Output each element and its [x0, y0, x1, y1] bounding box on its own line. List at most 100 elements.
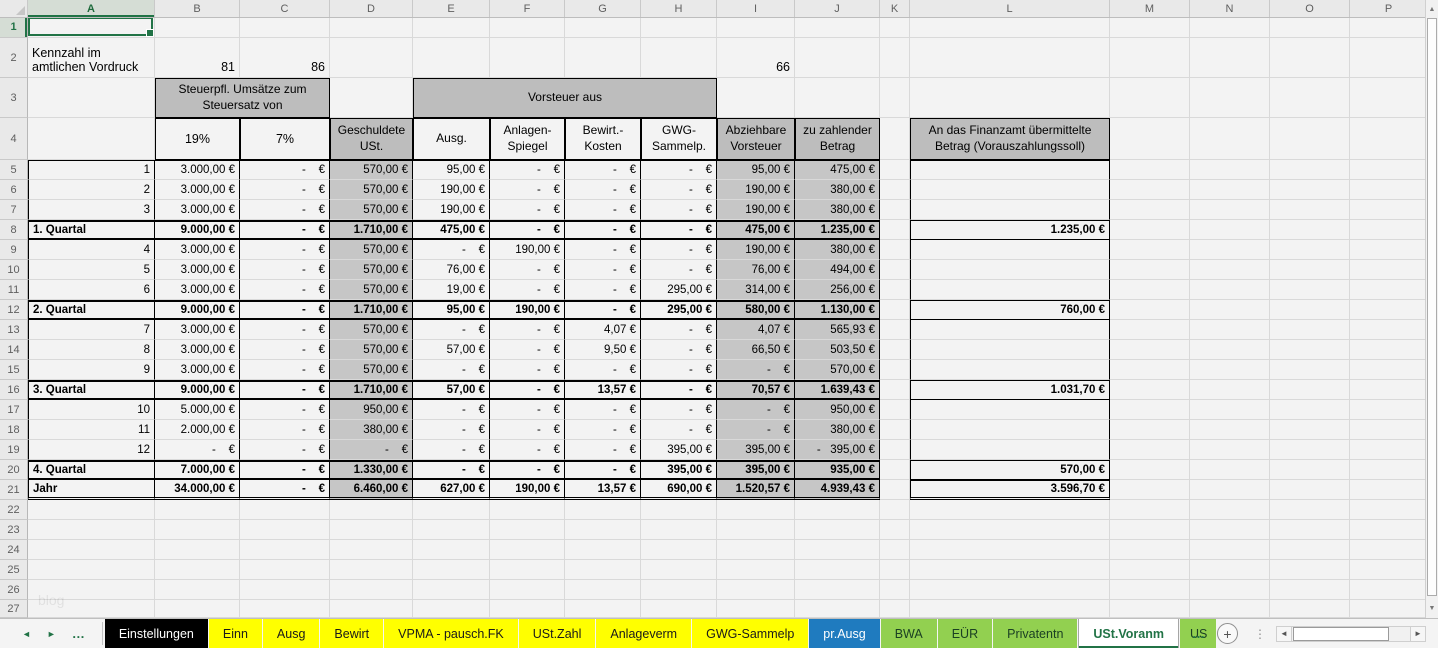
cell-C25[interactable]: [240, 560, 330, 580]
cell-P25[interactable]: [1350, 560, 1428, 580]
finanzamt-value-8[interactable]: 1.235,00 €: [910, 220, 1110, 240]
cell-O6[interactable]: [1270, 180, 1350, 200]
cell-L1[interactable]: [910, 17, 1110, 38]
cell-L10[interactable]: [910, 260, 1110, 280]
cell-D2[interactable]: [330, 38, 413, 78]
cell-L27[interactable]: [910, 600, 1110, 618]
cell-J7[interactable]: 380,00 €: [795, 200, 880, 220]
cell-K22[interactable]: [880, 500, 910, 520]
cell-B18[interactable]: 2.000,00 €: [155, 420, 240, 440]
scroll-up-icon[interactable]: ▲: [1428, 5, 1436, 13]
cell-F5[interactable]: - €: [490, 160, 565, 180]
cell-K2[interactable]: [880, 38, 910, 78]
cell-N18[interactable]: [1190, 420, 1270, 440]
cell-D8[interactable]: 1.710,00 €: [330, 220, 413, 240]
cell-H15[interactable]: - €: [641, 360, 717, 380]
cell-I18[interactable]: - €: [717, 420, 795, 440]
row-header-21[interactable]: 21: [0, 480, 28, 500]
cell-I11[interactable]: 314,00 €: [717, 280, 795, 300]
cell-D27[interactable]: [330, 600, 413, 618]
add-sheet-button[interactable]: +: [1217, 623, 1238, 644]
cell-G18[interactable]: - €: [565, 420, 641, 440]
cell-E16[interactable]: 57,00 €: [413, 380, 490, 400]
cell-P26[interactable]: [1350, 580, 1428, 600]
cell-L5[interactable]: [910, 160, 1110, 180]
cell-O3[interactable]: [1270, 78, 1350, 118]
cell-P27[interactable]: [1350, 600, 1428, 618]
cell-B6[interactable]: 3.000,00 €: [155, 180, 240, 200]
cell-J5[interactable]: 475,00 €: [795, 160, 880, 180]
sheet-tab-gwg-sammelp[interactable]: GWG-Sammelp: [692, 619, 809, 648]
cell-D17[interactable]: 950,00 €: [330, 400, 413, 420]
column-header-E[interactable]: E: [413, 0, 490, 17]
cell-P13[interactable]: [1350, 320, 1428, 340]
row-header-26[interactable]: 26: [0, 580, 28, 600]
row-header-15[interactable]: 15: [0, 360, 28, 380]
cell-G14[interactable]: 9,50 €: [565, 340, 641, 360]
column-header-G[interactable]: G: [565, 0, 641, 17]
cell-E14[interactable]: 57,00 €: [413, 340, 490, 360]
cell-H5[interactable]: - €: [641, 160, 717, 180]
cell-B23[interactable]: [155, 520, 240, 540]
cell-G19[interactable]: - €: [565, 440, 641, 460]
cell-C20[interactable]: - €: [240, 460, 330, 480]
cell-H12[interactable]: 295,00 €: [641, 300, 717, 320]
row-label-16[interactable]: 3. Quartal: [28, 380, 155, 400]
cell-M16[interactable]: [1110, 380, 1190, 400]
cell-M12[interactable]: [1110, 300, 1190, 320]
cell-K12[interactable]: [880, 300, 910, 320]
cell-E8[interactable]: 475,00 €: [413, 220, 490, 240]
cell-H8[interactable]: - €: [641, 220, 717, 240]
horizontal-scroll-thumb[interactable]: [1293, 626, 1389, 641]
scroll-right-icon[interactable]: ►: [1410, 625, 1426, 642]
cell-O11[interactable]: [1270, 280, 1350, 300]
cell-J17[interactable]: 950,00 €: [795, 400, 880, 420]
row-label-19[interactable]: 12: [28, 440, 155, 460]
row-header-14[interactable]: 14: [0, 340, 28, 360]
cell-O13[interactable]: [1270, 320, 1350, 340]
cell-I19[interactable]: 395,00 €: [717, 440, 795, 460]
cell-C9[interactable]: - €: [240, 240, 330, 260]
cell-J10[interactable]: 494,00 €: [795, 260, 880, 280]
cell-E26[interactable]: [413, 580, 490, 600]
finanzamt-value-16[interactable]: 1.031,70 €: [910, 380, 1110, 400]
cell-J2[interactable]: [795, 38, 880, 78]
sheet-tab-ust-zahl[interactable]: USt.Zahl: [518, 619, 596, 648]
cell-A24[interactable]: [28, 540, 155, 560]
cell-K18[interactable]: [880, 420, 910, 440]
horizontal-scrollbar[interactable]: ◄ ►: [1276, 619, 1426, 648]
cell-L23[interactable]: [910, 520, 1110, 540]
cell-M27[interactable]: [1110, 600, 1190, 618]
row-header-4[interactable]: 4: [0, 118, 28, 160]
cell-G9[interactable]: - €: [565, 240, 641, 260]
column-header-P[interactable]: P: [1350, 0, 1428, 17]
cell-P5[interactable]: [1350, 160, 1428, 180]
cell-E5[interactable]: 95,00 €: [413, 160, 490, 180]
cell-J18[interactable]: 380,00 €: [795, 420, 880, 440]
cell-D13[interactable]: 570,00 €: [330, 320, 413, 340]
cell-I12[interactable]: 580,00 €: [717, 300, 795, 320]
cell-B21[interactable]: 34.000,00 €: [155, 480, 240, 500]
cell-B13[interactable]: 3.000,00 €: [155, 320, 240, 340]
sheet-tab-bwa[interactable]: BWA: [880, 619, 937, 648]
cell-F1[interactable]: [490, 17, 565, 38]
cell-E20[interactable]: - €: [413, 460, 490, 480]
cell-G20[interactable]: - €: [565, 460, 641, 480]
cell-P3[interactable]: [1350, 78, 1428, 118]
cell-F14[interactable]: - €: [490, 340, 565, 360]
cell-I24[interactable]: [717, 540, 795, 560]
cell-C10[interactable]: - €: [240, 260, 330, 280]
cell-D5[interactable]: 570,00 €: [330, 160, 413, 180]
cell-I26[interactable]: [717, 580, 795, 600]
cell-K27[interactable]: [880, 600, 910, 618]
cell-L11[interactable]: [910, 280, 1110, 300]
cell-L7[interactable]: [910, 200, 1110, 220]
cell-J26[interactable]: [795, 580, 880, 600]
cell-O16[interactable]: [1270, 380, 1350, 400]
cell-P22[interactable]: [1350, 500, 1428, 520]
cell-O7[interactable]: [1270, 200, 1350, 220]
cell-J13[interactable]: 565,93 €: [795, 320, 880, 340]
cell-K25[interactable]: [880, 560, 910, 580]
cell-O27[interactable]: [1270, 600, 1350, 618]
cell-M15[interactable]: [1110, 360, 1190, 380]
